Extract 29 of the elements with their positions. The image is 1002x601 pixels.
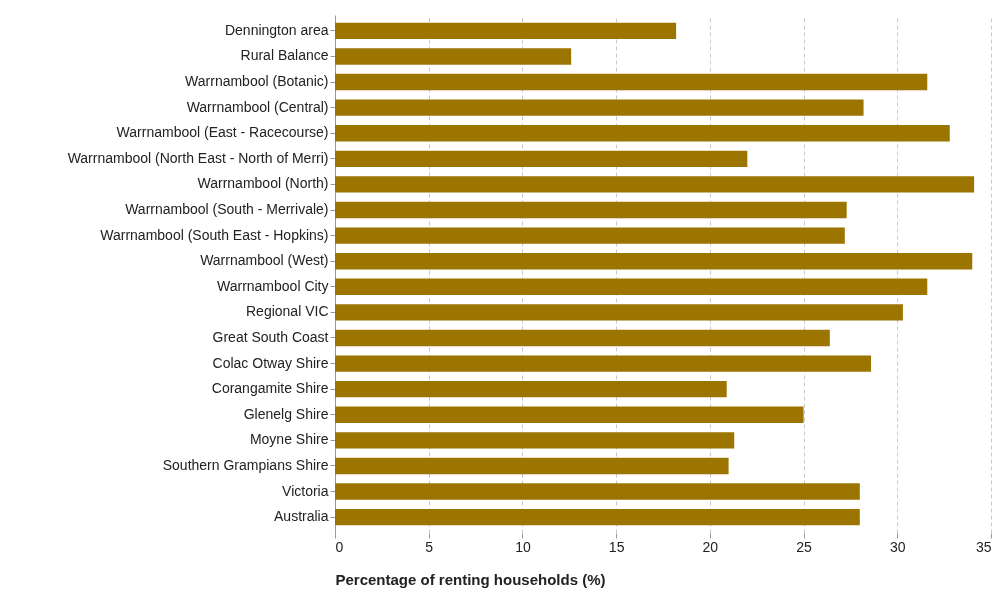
y-tick-label: Dennington area bbox=[224, 21, 329, 38]
y-tick-label: Warrnambool (South - Merrivale) bbox=[125, 201, 329, 218]
y-tick-label: Southern Grampians Shire bbox=[162, 456, 329, 473]
y-tick-label: Colac Otway Shire bbox=[212, 354, 329, 371]
x-tick-label: 25 bbox=[796, 538, 813, 555]
x-tick-label: 0 bbox=[335, 538, 344, 555]
y-tick-label: Great South Coast bbox=[212, 328, 329, 345]
x-tick-label: 5 bbox=[425, 538, 434, 555]
x-tick-label: 30 bbox=[890, 538, 906, 555]
y-tick-label: Regional VIC bbox=[246, 303, 329, 320]
x-axis-title: Percentage of renting households (%) bbox=[335, 570, 606, 588]
y-tick-label: Rural Balance bbox=[240, 47, 329, 64]
x-tick-label: 15 bbox=[608, 538, 625, 555]
y-tick-label: Warrnambool (East - Racecourse) bbox=[116, 124, 329, 141]
x-tick-label: 10 bbox=[515, 538, 531, 555]
y-tick-label: Warrnambool (North) bbox=[197, 175, 329, 192]
y-tick-label: Australia bbox=[274, 508, 329, 525]
y-tick-label: Warrnambool (South East - Hopkins) bbox=[100, 226, 329, 243]
x-tick-label: 20 bbox=[702, 538, 719, 555]
y-tick-label: Corangamite Shire bbox=[211, 380, 329, 397]
y-tick-label: Moyne Shire bbox=[249, 431, 329, 448]
y-tick-label: Glenelg Shire bbox=[243, 405, 329, 422]
y-tick-label: Warrnambool (North East - North of Merri) bbox=[67, 149, 329, 166]
y-tick-label: Victoria bbox=[282, 482, 329, 499]
y-tick-label: Warrnambool (Central) bbox=[186, 98, 329, 115]
x-tick-label: 35 bbox=[975, 538, 992, 555]
y-tick-label: Warrnambool (West) bbox=[200, 252, 329, 269]
y-tick-label: Warrnambool City bbox=[216, 277, 329, 294]
y-tick-label: Warrnambool (Botanic) bbox=[185, 73, 329, 90]
